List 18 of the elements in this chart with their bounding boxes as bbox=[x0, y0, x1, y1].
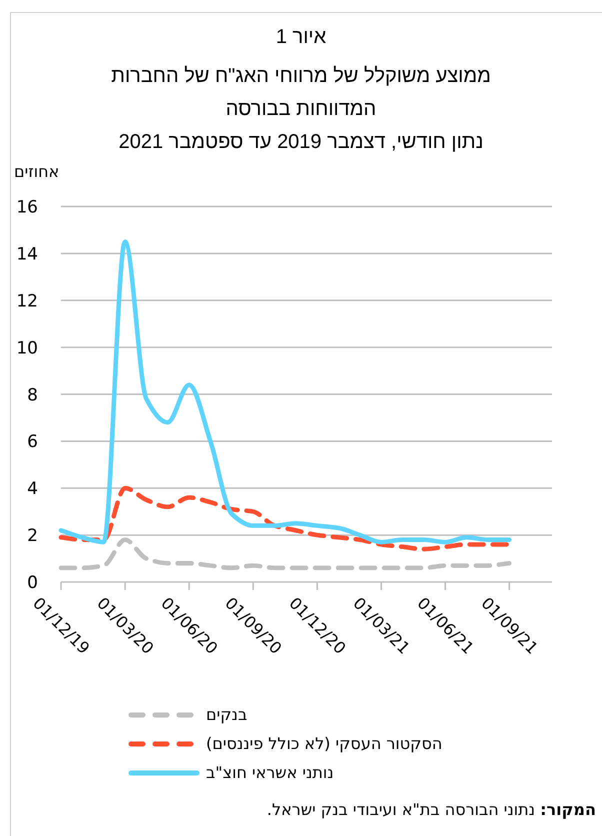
text: המקור: נתוני הבורסה בת"א ועיבודי בנק ישראל. bbox=[266, 800, 596, 819]
y-tick-label: 0 bbox=[27, 573, 38, 593]
chart-title: איור 1 bbox=[276, 26, 326, 48]
chart-subtitle: ממוצע משוקלל של מרווחי האג"ח של החברות המדווחות בבורסה נתון חודשי, דצמבר 2019 עד ספטמבר 2021 bbox=[111, 65, 491, 153]
y-tick-label: 2 bbox=[27, 526, 38, 546]
y-tick-label: 6 bbox=[27, 432, 38, 452]
legend-label: הסקטור העסקי (לא כולל פיננסים) bbox=[206, 734, 442, 753]
y-tick-label: 4 bbox=[27, 479, 38, 500]
y-tick-label: 10 bbox=[16, 338, 38, 358]
legend-label: בנקים bbox=[206, 705, 248, 724]
line-series bbox=[58, 486, 512, 552]
y-tick-label: 14 bbox=[16, 244, 38, 264]
y-axis-title: אחוזים bbox=[14, 162, 60, 181]
y-tick-label: 12 bbox=[16, 291, 38, 312]
y-tick-label: 16 bbox=[16, 198, 38, 218]
legend-label: נותני אשראי חוצ"ב bbox=[206, 763, 334, 782]
y-tick-label: 8 bbox=[27, 385, 38, 406]
line-series bbox=[58, 239, 512, 544]
